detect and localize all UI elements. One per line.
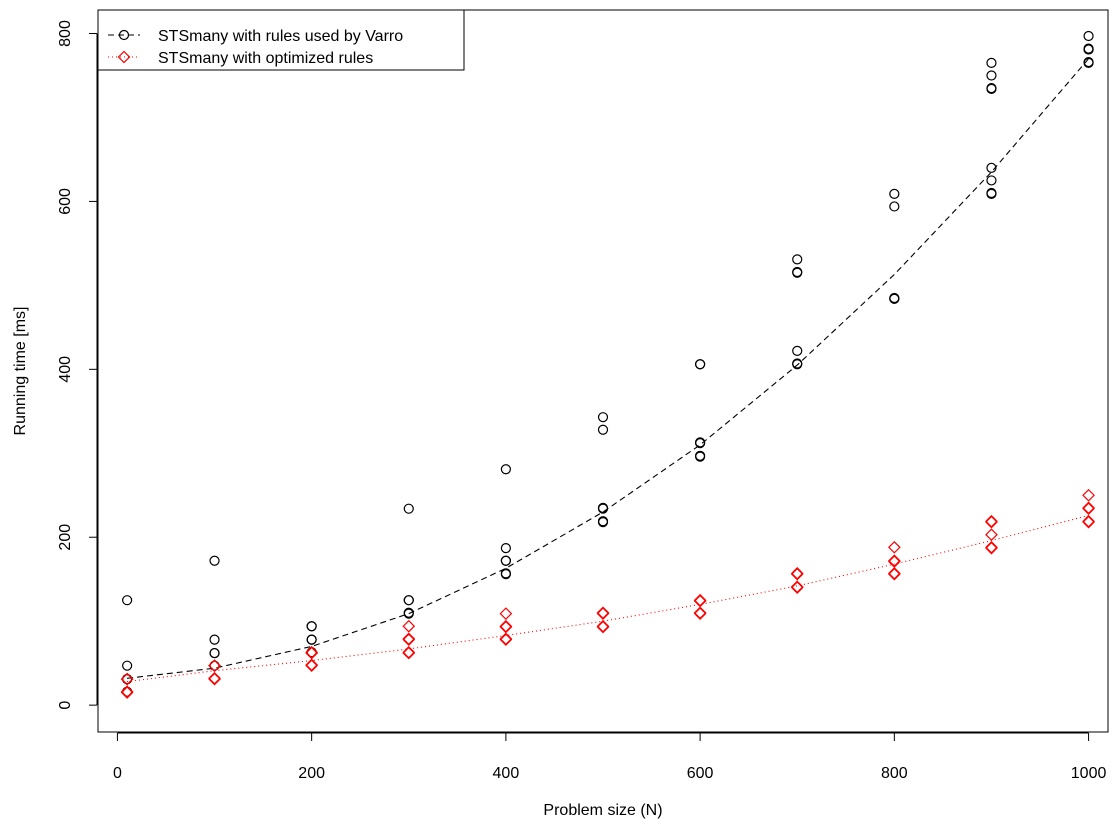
fit-lines [127,58,1090,683]
point-optimized [887,566,901,580]
point-varro [597,424,609,435]
point-varro [695,359,706,370]
y-axis: 0 200 400 600 800 [57,20,98,710]
x-axis: 0 200 400 600 800 1000 [113,732,1107,782]
point-optimized [120,686,134,699]
point-varro [986,70,997,81]
point-varro [986,82,997,94]
point-optimized [402,646,416,660]
point-varro [986,175,997,186]
fit-line-optimized [127,514,1089,683]
point-varro [403,503,414,514]
legend: STSmany with rules used by Varro STSmany… [97,9,465,71]
point-varro [792,345,803,356]
point-varro [122,660,133,671]
point-optimized [1082,502,1095,516]
point-optimized [1082,488,1095,502]
point-varro [122,595,133,606]
x-tick-label: 400 [493,765,520,782]
point-optimized [790,566,804,580]
point-optimized [208,659,221,673]
y-tick-label: 400 [57,356,74,383]
point-varro [209,647,220,659]
point-optimized [985,541,998,555]
point-optimized [208,659,221,673]
point-varro [209,634,220,645]
point-varro [500,568,511,579]
point-varro [122,674,133,685]
point-varro [986,162,997,173]
fit-line-varro [127,58,1090,679]
point-varro [792,267,803,278]
legend-label-optimized: STSmany with optimized rules [158,50,373,67]
point-varro [597,412,609,423]
y-tick-label: 0 [57,701,74,710]
y-tick-label: 800 [57,20,74,47]
point-varro [1083,57,1094,68]
y-axis-title: Running time [ms] [12,307,29,436]
point-varro [403,595,414,606]
point-varro [209,555,220,566]
point-varro [889,201,900,212]
point-optimized [208,671,221,685]
point-varro [1083,30,1094,42]
point-varro [500,543,511,554]
point-optimized [1082,515,1095,529]
x-tick-label: 600 [687,765,714,782]
data-points [120,30,1095,699]
point-varro [792,254,803,265]
point-varro [306,621,317,632]
point-optimized [499,607,513,620]
y-tick-label: 200 [57,524,74,551]
point-optimized [790,581,804,594]
point-varro [986,187,997,199]
x-tick-label: 0 [113,765,122,782]
x-axis-title: Problem size (N) [543,802,662,819]
point-optimized [596,606,610,620]
legend-marker-varro [118,29,130,41]
point-optimized [402,619,416,633]
y-tick-label: 600 [57,188,74,215]
point-optimized [887,540,901,554]
point-varro [209,660,220,671]
point-varro [500,464,511,475]
point-optimized [693,606,707,620]
legend-marker-optimized [117,50,131,64]
point-varro [306,634,317,645]
point-varro [792,358,803,369]
legend-label-varro: STSmany with rules used by Varro [158,28,403,45]
point-varro [403,608,414,619]
x-tick-label: 1000 [1071,765,1107,782]
plot-frame [97,9,1109,733]
point-optimized [120,672,134,686]
point-optimized [596,620,610,634]
point-varro [597,502,609,513]
x-tick-label: 200 [298,765,325,782]
point-varro [889,293,900,304]
point-varro [889,188,900,199]
point-optimized [499,632,513,646]
point-varro [695,451,706,462]
point-varro [597,517,609,528]
point-optimized [985,515,998,529]
point-optimized [305,658,319,672]
point-optimized [985,528,998,542]
point-varro [986,57,997,68]
point-varro [500,555,511,566]
point-varro [1083,44,1094,55]
x-tick-label: 800 [881,765,908,782]
legend-box [97,9,465,71]
point-optimized [120,672,134,686]
point-optimized [402,632,416,646]
point-varro [695,438,706,449]
